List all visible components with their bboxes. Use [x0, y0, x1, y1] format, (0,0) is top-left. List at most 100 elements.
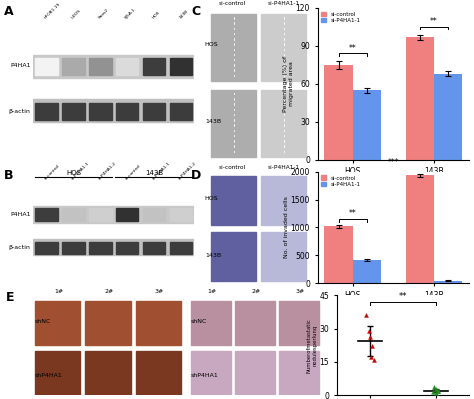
Bar [85, 351, 131, 395]
Legend: si-control, si-P4HA1-1: si-control, si-P4HA1-1 [320, 11, 362, 24]
Text: HOS: HOS [66, 170, 81, 176]
Bar [89, 208, 111, 221]
Text: si-P4HA1-1: si-P4HA1-1 [151, 161, 171, 180]
Bar [325, 65, 353, 160]
Y-axis label: No. of invaded cells: No. of invaded cells [284, 196, 289, 259]
Text: P4HA1: P4HA1 [10, 211, 30, 217]
Bar [143, 103, 165, 120]
Text: si-control: si-control [219, 166, 246, 170]
Text: HOS: HOS [205, 42, 219, 47]
Text: 1#: 1# [207, 289, 216, 294]
Text: β-actin: β-actin [9, 245, 30, 250]
Text: shNC: shNC [35, 319, 51, 324]
Bar [406, 176, 434, 283]
Bar [211, 232, 256, 281]
Text: shP4HA1: shP4HA1 [35, 373, 63, 377]
Bar [62, 58, 85, 75]
Bar [33, 99, 194, 122]
Point [365, 328, 373, 334]
Bar [406, 37, 434, 160]
Bar [89, 241, 111, 254]
Bar [89, 103, 111, 120]
Bar [89, 58, 111, 75]
Text: **: ** [430, 17, 438, 26]
Bar [36, 58, 58, 75]
Bar [353, 90, 381, 160]
Text: si-P4HA1-1: si-P4HA1-1 [268, 166, 300, 170]
Text: Saos2: Saos2 [98, 8, 109, 20]
Text: **: ** [349, 209, 357, 218]
Point [435, 388, 442, 394]
Bar [116, 103, 138, 120]
Bar [279, 301, 319, 345]
Bar [36, 208, 58, 221]
Point [368, 343, 376, 350]
Point [370, 356, 377, 363]
Bar [35, 301, 80, 345]
Point [430, 384, 438, 391]
Point [363, 312, 370, 318]
Bar [143, 241, 165, 254]
Point [366, 334, 374, 341]
Text: shP4HA1: shP4HA1 [191, 373, 219, 377]
Bar [33, 239, 194, 255]
Point [368, 354, 375, 361]
Bar [35, 351, 80, 395]
Bar [353, 260, 381, 283]
Point [429, 389, 437, 395]
Text: si-P4HA1-2: si-P4HA1-2 [178, 161, 198, 180]
Point [432, 390, 440, 397]
Bar [434, 281, 462, 283]
Bar [33, 55, 194, 78]
Legend: si-control, si-P4HA1-1: si-control, si-P4HA1-1 [320, 174, 362, 188]
Bar [116, 241, 138, 254]
Bar [116, 208, 138, 221]
Text: B: B [4, 169, 14, 182]
Bar [261, 176, 306, 225]
Point [432, 386, 440, 393]
Text: SJ5A-1: SJ5A-1 [124, 7, 137, 20]
Bar [325, 226, 353, 283]
Bar [36, 103, 58, 120]
Bar [136, 301, 182, 345]
Bar [143, 58, 165, 75]
Bar [170, 241, 192, 254]
Bar [170, 103, 192, 120]
Text: si-control: si-control [44, 164, 61, 180]
Bar [62, 103, 85, 120]
Text: si-P4HA1-1: si-P4HA1-1 [71, 161, 91, 180]
Bar [434, 74, 462, 160]
Text: 143B: 143B [178, 9, 189, 20]
Bar [62, 208, 85, 221]
Text: si-P4HA1-2: si-P4HA1-2 [98, 161, 117, 180]
Text: 143B: 143B [205, 119, 221, 124]
Bar [235, 301, 275, 345]
Y-axis label: Percentage (%) of
migrated area: Percentage (%) of migrated area [283, 56, 294, 112]
Text: 143B: 143B [205, 253, 221, 258]
Text: D: D [191, 169, 201, 182]
Bar [170, 208, 192, 221]
Bar [279, 351, 319, 395]
Bar [170, 58, 192, 75]
Bar [211, 176, 256, 225]
Text: P4HA1: P4HA1 [10, 63, 30, 68]
Text: HOS: HOS [151, 11, 161, 20]
Y-axis label: Numberofmetastatic
nodulesperlunq: Numberofmetastatic nodulesperlunq [307, 318, 318, 373]
Point [434, 387, 441, 394]
Bar [261, 232, 306, 281]
Text: U2OS: U2OS [71, 9, 82, 20]
Text: shNC: shNC [191, 319, 207, 324]
Text: **: ** [349, 44, 357, 53]
Bar [235, 351, 275, 395]
Text: **: ** [399, 292, 407, 301]
Text: 3#: 3# [296, 289, 305, 294]
Text: 143B: 143B [145, 170, 163, 176]
Text: β-actin: β-actin [9, 109, 30, 114]
Text: hFOB1.19: hFOB1.19 [44, 2, 62, 20]
Text: 2#: 2# [104, 289, 114, 294]
Bar [116, 58, 138, 75]
Text: ***: *** [388, 158, 399, 167]
Text: si-control: si-control [219, 2, 246, 6]
Text: 3#: 3# [155, 289, 164, 294]
Text: A: A [4, 5, 14, 18]
